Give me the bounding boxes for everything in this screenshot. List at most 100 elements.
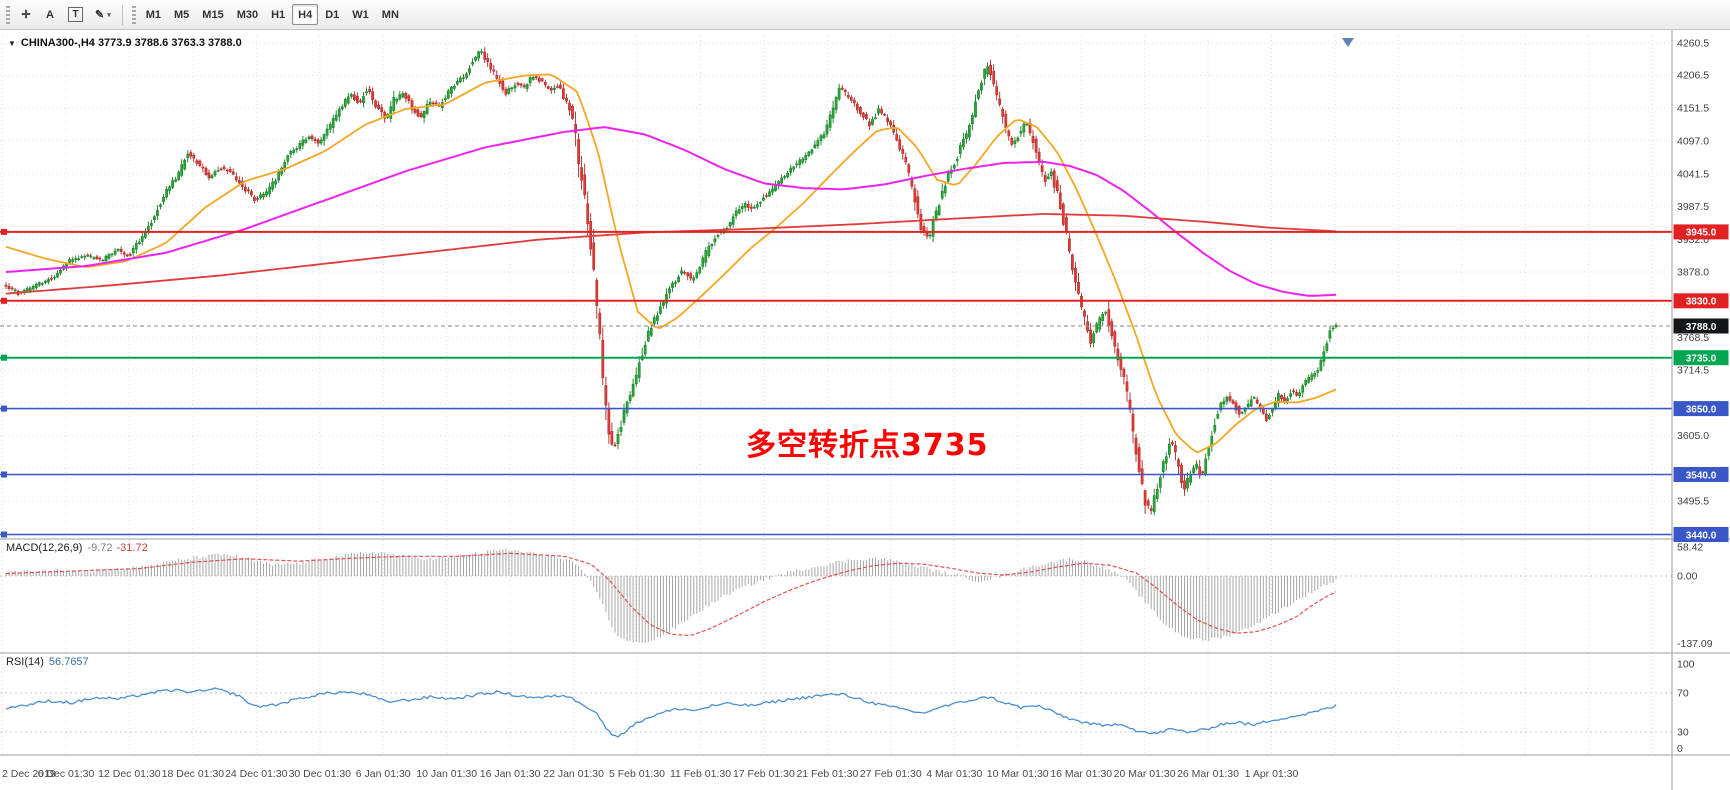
svg-text:22 Jan 01:30: 22 Jan 01:30 xyxy=(543,768,604,780)
rsi-line xyxy=(5,687,1337,738)
hline-handle[interactable] xyxy=(1,297,7,304)
svg-text:4 Mar 01:30: 4 Mar 01:30 xyxy=(926,768,982,780)
hline-3540.0[interactable] xyxy=(0,471,1672,478)
svg-text:3945.0: 3945.0 xyxy=(1686,228,1717,239)
svg-text:24 Dec 01:30: 24 Dec 01:30 xyxy=(225,768,288,780)
svg-text:5 Feb 01:30: 5 Feb 01:30 xyxy=(609,768,665,780)
svg-text:4260.5: 4260.5 xyxy=(1677,37,1709,49)
svg-text:4151.5: 4151.5 xyxy=(1677,103,1709,115)
line-studies-toolbar-grip[interactable] xyxy=(6,5,10,24)
timeframe-d1-button[interactable]: D1 xyxy=(325,8,340,21)
svg-text:3540.0: 3540.0 xyxy=(1686,470,1717,481)
svg-text:27 Feb 01:30: 27 Feb 01:30 xyxy=(860,768,922,780)
crosshair-icon: ✛ xyxy=(21,9,31,21)
timeframe-h4-button[interactable]: H4 xyxy=(292,4,319,25)
timeframe-mn-button[interactable]: MN xyxy=(381,8,399,21)
hline-3650.0[interactable] xyxy=(0,405,1672,412)
tool-text-label-button[interactable]: T xyxy=(62,4,89,25)
svg-text:16 Jan 01:30: 16 Jan 01:30 xyxy=(480,768,541,780)
timeframe-h1-button[interactable]: H1 xyxy=(271,8,286,21)
svg-text:3735.0: 3735.0 xyxy=(1686,354,1717,365)
macd-histogram xyxy=(5,548,1337,643)
hline-handle[interactable] xyxy=(1,531,7,538)
svg-text:6 Dec 01:30: 6 Dec 01:30 xyxy=(38,768,95,780)
hline-3830.0[interactable] xyxy=(0,297,1672,304)
hline-handle[interactable] xyxy=(1,228,7,235)
panel-separators[interactable] xyxy=(0,30,1730,790)
svg-text:3495.5: 3495.5 xyxy=(1677,496,1709,508)
chart-symbol-header: ▼ CHINA300-,H4 3773.9 3788.6 3763.3 3788… xyxy=(8,37,242,49)
hline-handle[interactable] xyxy=(1,471,7,478)
svg-text:100: 100 xyxy=(1677,658,1695,670)
svg-text:4097.0: 4097.0 xyxy=(1677,135,1709,147)
price-badge-3945.0[interactable]: 3945.0 xyxy=(1673,224,1729,240)
chart-shift-marker-icon[interactable] xyxy=(1342,38,1354,47)
svg-text:10 Mar 01:30: 10 Mar 01:30 xyxy=(987,768,1049,780)
hline-3735.0[interactable] xyxy=(0,354,1672,361)
svg-text:0.00: 0.00 xyxy=(1677,571,1698,583)
svg-text:58.42: 58.42 xyxy=(1677,542,1703,554)
timeframe-m30-button[interactable]: M30 xyxy=(236,8,259,21)
svg-text:3987.5: 3987.5 xyxy=(1677,201,1709,213)
svg-text:10 Jan 01:30: 10 Jan 01:30 xyxy=(416,768,477,780)
svg-text:12 Dec 01:30: 12 Dec 01:30 xyxy=(98,768,161,780)
ma-line-mid-magenta xyxy=(5,126,1337,297)
rsi-value: 56.7657 xyxy=(48,656,89,668)
tool-draw-objects-button[interactable]: ✎ ▾ xyxy=(89,4,117,25)
price-badge-3830.0[interactable]: 3830.0 xyxy=(1673,293,1729,309)
svg-text:26 Mar 01:30: 26 Mar 01:30 xyxy=(1177,768,1239,780)
timeframes-toolbar-grip[interactable] xyxy=(131,5,136,24)
price-badge-3650.0[interactable]: 3650.0 xyxy=(1673,401,1729,417)
chart-text-annotation[interactable]: 多空转折点3735 xyxy=(746,428,989,463)
svg-text:2 Dec 2019: 2 Dec 2019 xyxy=(2,768,56,780)
svg-text:1 Apr 01:30: 1 Apr 01:30 xyxy=(1245,768,1299,780)
timeframes-toolbar: M1 M5 M15 M30 H1 H4 D1 W1 MN xyxy=(140,4,405,25)
price-axis-labels: 4260.54206.54151.54097.04041.53987.53932… xyxy=(1677,37,1713,755)
current-price-badge[interactable]: 3788.0 xyxy=(1673,318,1729,334)
hline-handle[interactable] xyxy=(1,405,7,412)
price-badge-3735.0[interactable]: 3735.0 xyxy=(1673,350,1729,366)
symbol-ohlc-text: CHINA300-,H4 3773.9 3788.6 3763.3 3788.0 xyxy=(20,37,242,49)
timeframe-m1-button[interactable]: M1 xyxy=(145,8,162,21)
svg-text:3768.5: 3768.5 xyxy=(1677,332,1709,344)
svg-text:3650.0: 3650.0 xyxy=(1686,404,1717,415)
svg-text:21 Feb 01:30: 21 Feb 01:30 xyxy=(796,768,858,780)
macd-indicator-label: MACD(12,26,9) -9.72 -31.72 xyxy=(6,542,148,554)
svg-text:3440.0: 3440.0 xyxy=(1686,530,1717,541)
grid xyxy=(0,36,1672,755)
tool-crosshair-button[interactable]: ✛ xyxy=(14,4,38,25)
svg-text:30 Dec 01:30: 30 Dec 01:30 xyxy=(289,768,352,780)
candlesticks xyxy=(4,47,1338,516)
tool-text-button[interactable]: A xyxy=(38,4,62,25)
macd-label-text: MACD(12,26,9) xyxy=(6,542,83,554)
svg-text:17 Feb 01:30: 17 Feb 01:30 xyxy=(733,768,795,780)
svg-text:18 Dec 01:30: 18 Dec 01:30 xyxy=(162,768,225,780)
text-label-icon: T xyxy=(68,7,83,22)
timeframe-w1-button[interactable]: W1 xyxy=(352,8,369,21)
svg-text:20 Mar 01:30: 20 Mar 01:30 xyxy=(1114,768,1176,780)
svg-text:4206.5: 4206.5 xyxy=(1677,70,1709,82)
price-badge-3540.0[interactable]: 3540.0 xyxy=(1673,467,1729,482)
hline-3440.0[interactable] xyxy=(0,531,1672,538)
timeframe-m15-button[interactable]: M15 xyxy=(202,8,224,21)
svg-text:3878.0: 3878.0 xyxy=(1677,267,1709,279)
rsi-indicator-label: RSI(14) 56.7657 xyxy=(6,656,89,668)
hline-handle[interactable] xyxy=(1,354,7,361)
text-icon: A xyxy=(46,8,54,21)
price-badge-3440.0[interactable]: 3440.0 xyxy=(1673,527,1729,542)
draw-objects-icon: ✎ xyxy=(95,9,105,21)
svg-text:70: 70 xyxy=(1677,688,1689,700)
svg-text:11 Feb 01:30: 11 Feb 01:30 xyxy=(670,768,731,780)
svg-text:3714.5: 3714.5 xyxy=(1677,365,1709,377)
svg-text:4041.5: 4041.5 xyxy=(1677,169,1709,181)
rsi-label-text: RSI(14) xyxy=(6,656,44,668)
toolbar: ✛ A T ✎ ▾ M1 M5 M15 M30 H1 H4 D1 W1 MN xyxy=(0,0,1730,30)
svg-text:0: 0 xyxy=(1677,743,1683,755)
timeframe-m5-button[interactable]: M5 xyxy=(174,8,190,21)
price-badges: 3945.0 3830.0 3735.0 3650.0 3540.0 3440.0 3788… xyxy=(1673,224,1729,542)
hline-3945.0[interactable] xyxy=(0,228,1672,235)
one-click-trading-arrow-icon[interactable]: ▼ xyxy=(8,38,16,48)
